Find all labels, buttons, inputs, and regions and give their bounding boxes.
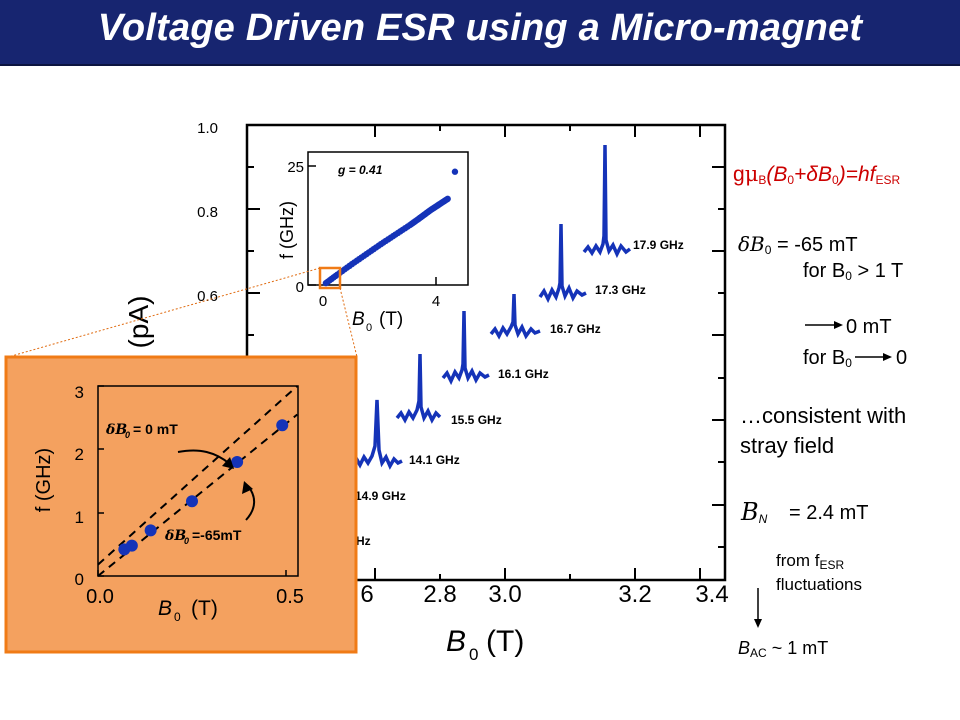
svg-text:B: B [352,309,365,330]
zoom-points [118,419,289,556]
fit-line [97,385,298,566]
main-x-tick-label: 2.8 [423,581,456,608]
zoom-y-tick: 2 [75,445,84,464]
svg-text:0: 0 [174,610,181,624]
field-shift-zero: 0 mT [846,316,892,338]
zoom-x-tick: 0.0 [86,586,114,608]
small-inset-annotation: g = 0.41 [337,163,383,177]
right-arrow-icon [855,353,892,361]
zoom-marker [318,266,342,290]
svg-text:δB: δB [164,528,186,544]
esr-trace [350,399,403,470]
zoom-y-tick: 0 [75,570,84,589]
svg-text:(T): (T) [191,597,218,620]
main-y-tick-marks [247,124,725,548]
small-inset-point [451,168,459,175]
right-arrow-icon [805,321,843,329]
esr-trace [395,353,442,424]
consistent-line-1: …consistent with [740,403,907,428]
small-inset-points [322,168,459,287]
small-inset-x-tick: 4 [432,293,440,310]
svg-text:0: 0 [366,322,372,334]
zoom-x-tick: 0.5 [276,586,304,608]
condition-text-2: for B0 [803,347,852,370]
esr-equation: gμB(B0+δB0)=hfESR [733,162,901,187]
esr-trace [489,293,541,340]
consistent-line-2: stray field [740,433,835,458]
main-y-tick-label: 0.6 [197,288,218,305]
small-inset-y-tick: 0 [296,279,304,296]
down-arrow-icon [754,588,762,628]
main-x-tick-marks [374,125,701,580]
main-x-tick-label: 6 [360,581,373,608]
small-inset-x-tick: 0 [319,293,327,310]
trace-label: 14.1 GHz [409,453,460,467]
trace-label: Hz [356,534,371,548]
main-y-axis-label: (pA) [123,296,154,349]
title-bar: Voltage Driven ESR using a Micro-magnet [0,0,960,66]
small-inset-xlabel: B 0 (T) [352,309,403,334]
trace-label: 15.5 GHz [451,413,502,427]
svg-text:B: B [158,597,172,620]
svg-text:0: 0 [184,536,189,546]
trace-label: 17.9 GHz [633,238,684,252]
zoom-inset-axes [97,385,299,577]
zoom-point [276,419,289,432]
zoom-y-tick: 1 [75,508,84,527]
trace-labels: 17.9 GHz 17.3 GHz 16.7 GHz 16.1 GHz 15.5… [355,238,684,548]
trace-label: 17.3 GHz [595,283,646,297]
slide-title: Voltage Driven ESR using a Micro-magnet [97,7,863,49]
svg-text:δB: δB [105,422,127,438]
trace-label: 16.1 GHz [498,367,549,381]
bn-value: BN = 2.4 mT [741,498,869,526]
esr-trace [538,223,587,304]
zoom-label-bottom: δB 0 =-65mT [164,527,242,546]
trace-label: 14.9 GHz [355,489,406,503]
main-y-tick-label: 0.8 [197,204,218,221]
svg-text:(T): (T) [486,625,524,658]
fluctuations: fluctuations [776,575,862,594]
arrowhead-icon [242,481,253,494]
svg-text:(T): (T) [379,309,403,330]
esr-traces [350,144,632,470]
small-inset: 25 0 0 4 g = 0.41 B 0 (T) f (GHz) [277,151,469,334]
main-plot-frame [245,123,727,582]
zoom-point [231,456,244,468]
svg-text:0: 0 [125,430,130,440]
svg-text:0: 0 [469,645,478,664]
esr-trace [441,310,490,386]
zoom-y-tick: 3 [75,383,84,402]
zoom-guide-line [7,267,321,358]
bac-value: BAC ~ 1 mT [738,638,829,660]
trace-label: 16.7 GHz [550,322,601,336]
condition-zero: 0 [896,347,908,369]
main-y-tick-label: 1.0 [197,120,218,137]
zoom-point [144,524,157,537]
zoom-inset: 3 2 1 0 0.0 0.5 B 0 (T) f (GHz) δB 0 = 0… [4,355,358,654]
zoom-xlabel: B 0 (T) [158,597,218,624]
curved-arrow-icon [177,449,231,465]
esr-trace [582,144,632,259]
zoom-point [125,539,138,552]
main-x-tick-label: 3.2 [618,581,651,608]
svg-text:=-65mT: =-65mT [192,527,242,543]
small-inset-point [444,195,451,203]
zoom-label-top: δB 0 = 0 mT [105,421,178,440]
field-shift-text: δB0 = -65 mT [738,232,858,257]
from-fesr: from fESR [776,551,845,572]
main-x-tick-label: 3.4 [695,581,728,608]
small-inset-ylabel: f (GHz) [277,201,297,259]
svg-text:= 0 mT: = 0 mT [133,421,178,437]
main-x-tick-label: 3.0 [488,581,521,608]
main-x-axis-label: B 0 (T) [446,625,524,664]
zoom-point [186,495,198,508]
arrowhead-icon [222,457,234,469]
svg-text:B: B [446,625,466,658]
small-inset-y-tick: 25 [287,159,304,176]
zoom-ylabel: f (GHz) [33,448,55,512]
svg-text:f (GHz): f (GHz) [33,448,55,512]
condition-text: for B0 > 1 T [803,260,904,283]
